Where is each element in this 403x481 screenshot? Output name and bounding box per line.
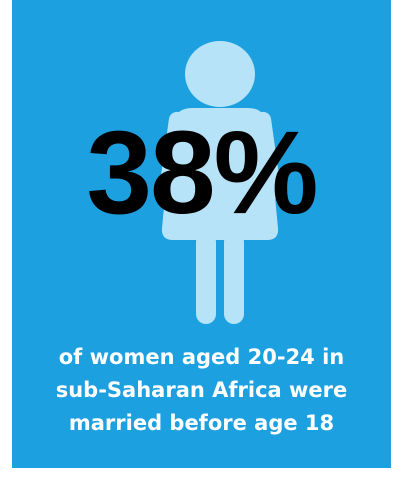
caption: of women aged 20-24 in sub-Saharan Afric… <box>12 341 391 440</box>
infographic-card: 38% of women aged 20-24 in sub-Saharan A… <box>12 0 391 468</box>
statistic-value: 38% <box>86 107 318 239</box>
girl-figure-icon <box>158 41 282 324</box>
caption-line-3: married before age 18 <box>68 411 335 435</box>
caption-line-1: of women aged 20-24 in <box>58 345 345 369</box>
caption-line-2: sub-Saharan Africa were <box>55 378 348 402</box>
